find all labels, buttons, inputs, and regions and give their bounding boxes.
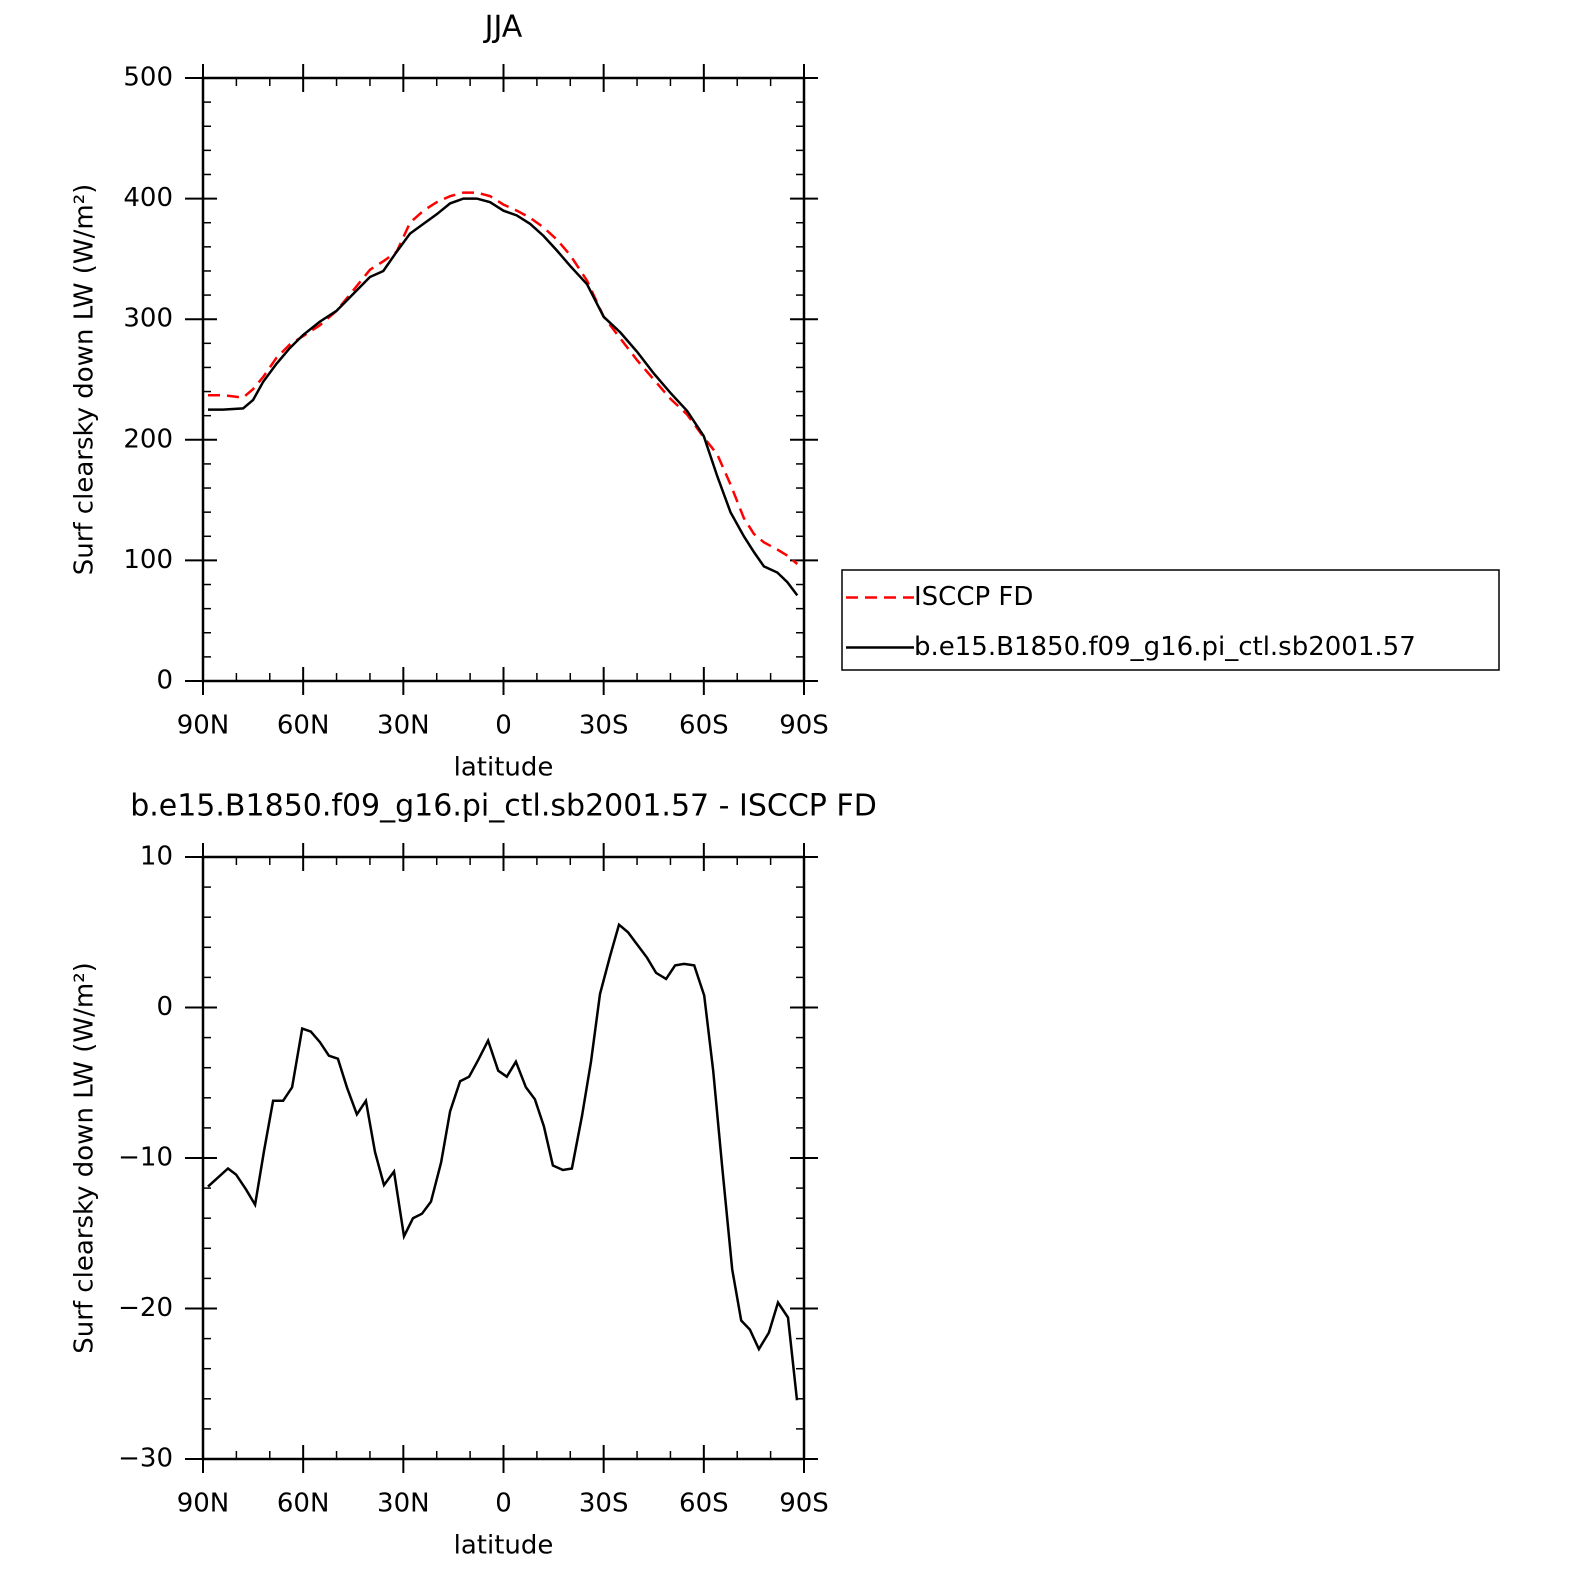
y-tick-label: 10 [140, 842, 173, 872]
series-line [208, 191, 799, 565]
chart-title: JJA [483, 10, 523, 45]
y-tick-label: 100 [123, 545, 173, 575]
y-axis-label: Surf clearsky down LW (W/m²) [70, 184, 100, 576]
legend-label: ISCCP FD [914, 582, 1033, 612]
x-tick-label: 30N [377, 711, 430, 741]
x-tick-label: 60N [277, 1489, 330, 1519]
plot-frame [201, 76, 806, 683]
x-tick-label: 0 [495, 711, 512, 741]
x-tick-label: 90S [779, 711, 829, 741]
x-tick-label: 60S [679, 1489, 729, 1519]
x-tick-label: 90N [177, 711, 230, 741]
series-line [208, 197, 799, 597]
x-tick-label: 90S [779, 1489, 829, 1519]
x-tick-label: 60N [277, 711, 330, 741]
x-axis-label: latitude [454, 1531, 554, 1561]
y-tick-label: 300 [123, 304, 173, 334]
y-tick-label: 200 [123, 424, 173, 454]
x-tick-label: 30S [579, 1489, 629, 1519]
y-tick-label: 0 [156, 992, 173, 1022]
y-tick-label: 500 [123, 63, 173, 93]
y-tick-label: −10 [118, 1143, 173, 1173]
legend-label: b.e15.B1850.f09_g16.pi_ctl.sb2001.57 [914, 632, 1416, 662]
y-tick-label: 0 [156, 666, 173, 696]
series-line [207, 922, 799, 1401]
x-tick-label: 30S [579, 711, 629, 741]
y-tick-label: −30 [118, 1444, 173, 1474]
plot-frame [201, 855, 806, 1461]
x-axis-label: latitude [454, 753, 554, 783]
x-tick-label: 0 [495, 1489, 512, 1519]
y-tick-label: 400 [123, 183, 173, 213]
chart-title: b.e15.B1850.f09_g16.pi_ctl.sb2001.57 - I… [130, 789, 877, 824]
x-tick-label: 30N [377, 1489, 430, 1519]
legend-box [841, 569, 1500, 671]
y-tick-label: −20 [118, 1293, 173, 1323]
x-tick-label: 90N [177, 1489, 230, 1519]
y-axis-label: Surf clearsky down LW (W/m²) [70, 962, 100, 1354]
x-tick-label: 60S [679, 711, 729, 741]
